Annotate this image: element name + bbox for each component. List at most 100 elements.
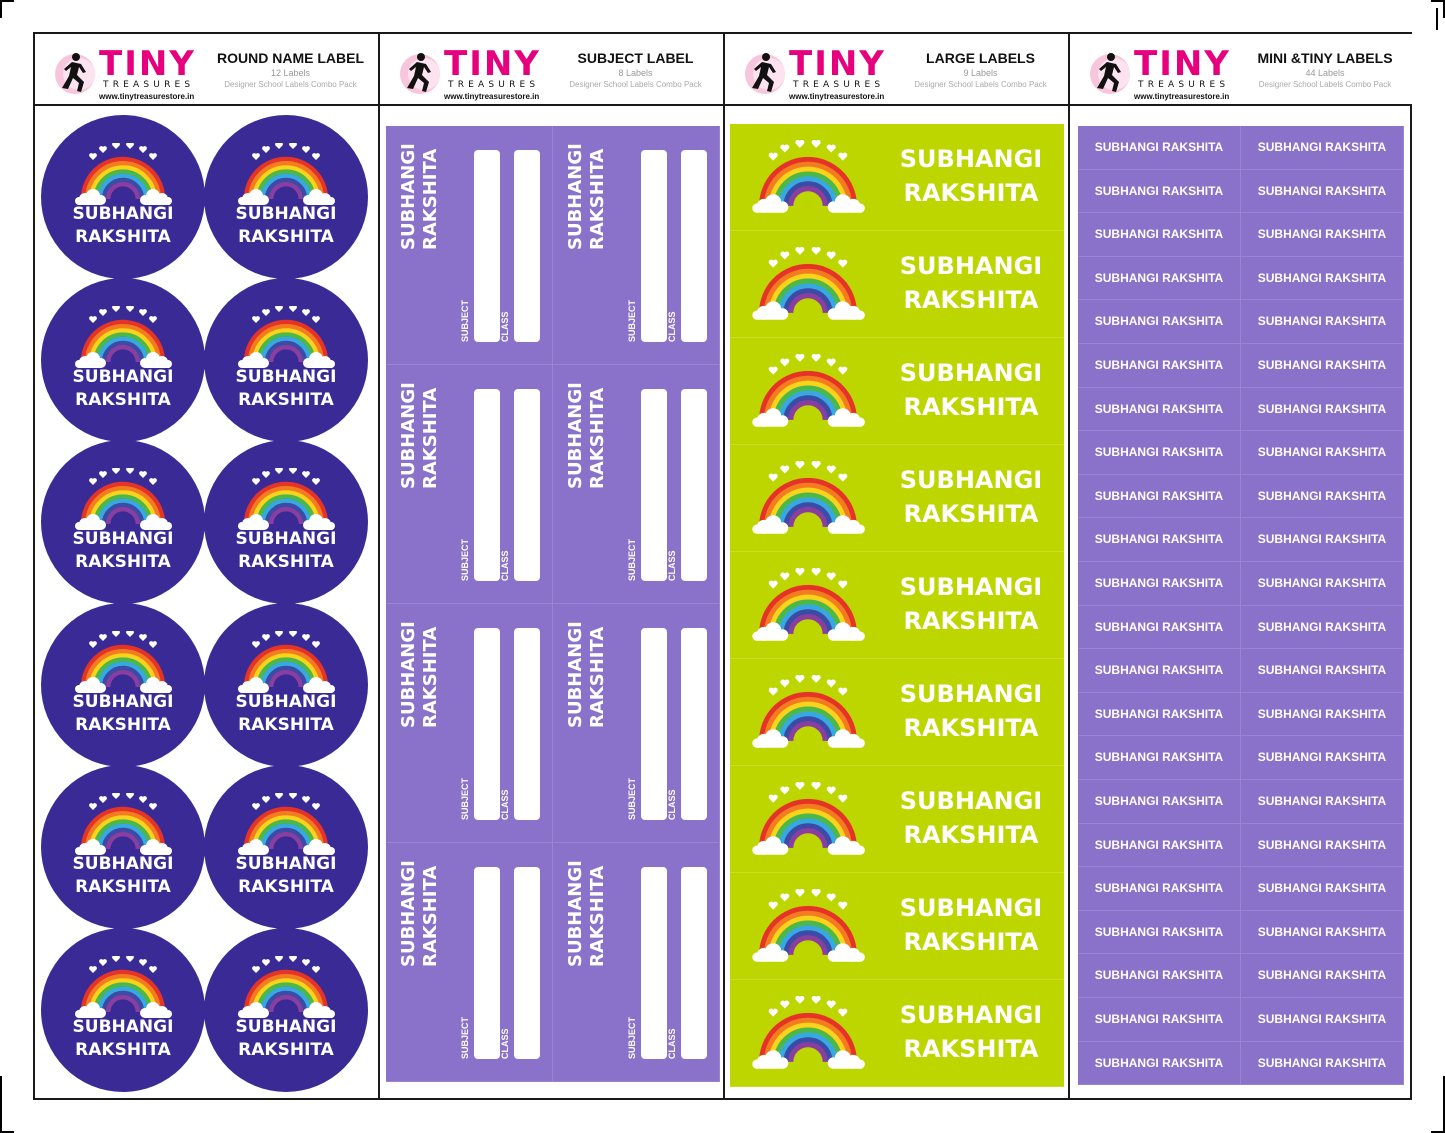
subject-write-field[interactable] — [474, 150, 500, 342]
brand-name: TINY — [789, 44, 886, 84]
cloud-icon — [75, 514, 106, 530]
name-line-1: SUBHANGI — [398, 382, 419, 489]
rainbow-icon — [238, 305, 335, 368]
brand-logo: TINY TREASURES www.tinytreasurestore.in — [1088, 46, 1246, 101]
subject-label: SUBHANGI RAKSHITA SUBJECT CLASS — [553, 126, 720, 365]
mini-name-label: SUBHANGI RAKSHITA — [1078, 213, 1241, 257]
heart-icon — [811, 354, 821, 362]
subject-write-field[interactable] — [641, 150, 667, 342]
subject-write-field[interactable] — [474, 389, 500, 581]
class-write-field[interactable] — [681, 867, 707, 1059]
name-line-2: RAKSHITA — [903, 393, 1039, 421]
cloud-icon — [827, 194, 865, 213]
label-name: SUBHANGI RAKSHITA — [204, 853, 368, 899]
large-label-panel: TINY TREASURES www.tinytreasurestore.in LA… — [725, 34, 1070, 1098]
round-name-label: SUBHANGI RAKSHITA — [204, 927, 368, 1092]
name-line-2: RAKSHITA — [903, 928, 1039, 956]
subject-write-field[interactable] — [641, 389, 667, 581]
heart-icon — [252, 965, 260, 973]
class-write-field[interactable] — [514, 628, 540, 820]
cloud-icon — [303, 514, 335, 530]
round-name-label: SUBHANGI RAKSHITA — [204, 602, 368, 767]
large-name-label: SUBHANGI RAKSHITA — [730, 552, 1064, 659]
heart-icon — [826, 679, 836, 688]
class-write-field[interactable] — [681, 150, 707, 342]
round-name-label: SUBHANGI RAKSHITA — [204, 765, 368, 929]
heart-icon — [289, 955, 297, 962]
cloud-icon — [827, 1050, 865, 1069]
heart-icon — [312, 315, 320, 323]
class-write-field[interactable] — [514, 150, 540, 342]
heart-icon — [289, 630, 297, 637]
class-field-label: CLASS — [500, 311, 510, 342]
name-line-1: SUBHANGI — [398, 860, 419, 967]
round-name-label: SUBHANGI RAKSHITA — [41, 277, 205, 442]
heart-icon — [838, 901, 848, 910]
label-name: SUBHANGI RAKSHITA — [886, 249, 1056, 317]
panel-title: ROUND NAME LABEL — [217, 50, 364, 66]
mini-name-label: SUBHANGI RAKSHITA — [1078, 431, 1241, 475]
subject-write-field[interactable] — [641, 628, 667, 820]
class-write-field[interactable] — [681, 628, 707, 820]
mini-name-label: SUBHANGI RAKSHITA — [1078, 344, 1241, 388]
class-field-label: CLASS — [667, 550, 677, 581]
name-line-2: RAKSHITA — [238, 227, 334, 247]
heart-icon — [768, 794, 778, 803]
class-field-label: CLASS — [667, 311, 677, 342]
name-line-1: SUBHANGI — [72, 854, 174, 874]
label-name: SUBHANGI RAKSHITA — [204, 1016, 368, 1062]
subject-write-field[interactable] — [474, 628, 500, 820]
crop-mark — [1443, 0, 1445, 18]
heart-icon — [302, 146, 310, 153]
name-line-2: RAKSHITA — [420, 626, 441, 728]
name-line-2: RAKSHITA — [420, 865, 441, 967]
heart-icon — [826, 786, 836, 795]
cloud-icon — [140, 351, 172, 368]
label-name: SUBHANGI RAKSHITA — [886, 784, 1056, 852]
name-line-1: SUBHANGI — [72, 1016, 174, 1037]
label-name: SUBHANGI RAKSHITA — [41, 366, 205, 412]
crop-mark — [1443, 1076, 1445, 1133]
heart-icon — [768, 901, 778, 910]
class-write-field[interactable] — [514, 389, 540, 581]
rainbow-icon — [752, 247, 865, 320]
cloud-icon — [752, 194, 789, 213]
heart-icon — [312, 478, 320, 485]
heart-icon — [275, 955, 283, 962]
subject-write-field[interactable] — [641, 867, 667, 1059]
round-name-label: SUBHANGI RAKSHITA — [41, 440, 205, 604]
label-name: SUBHANGI RAKSHITA — [565, 616, 611, 728]
heart-icon — [112, 630, 120, 637]
rainbow-icon — [75, 630, 172, 693]
label-name: SUBHANGI RAKSHITA — [886, 463, 1056, 531]
class-write-field[interactable] — [681, 389, 707, 581]
cloud-icon — [827, 515, 865, 534]
heart-icon — [139, 308, 147, 316]
label-name: SUBHANGI RAKSHITA — [886, 570, 1056, 638]
name-line-2: RAKSHITA — [75, 714, 171, 735]
mini-name-label: SUBHANGI RAKSHITA — [1078, 1041, 1241, 1086]
heart-icon — [149, 640, 157, 648]
brand-url: www.tinytreasurestore.in — [99, 92, 195, 101]
heart-icon — [252, 640, 260, 648]
subject-label: SUBHANGI RAKSHITA SUBJECT CLASS — [553, 843, 720, 1082]
rainbow-icon — [75, 143, 172, 205]
large-label-grid: SUBHANGI RAKSHITA SUBHANGI RAKSHITA SUBHANGI… — [725, 106, 1068, 1098]
heart-icon — [838, 473, 848, 482]
heart-icon — [252, 803, 260, 810]
subject-write-field[interactable] — [474, 867, 500, 1059]
round-name-label: SUBHANGI RAKSHITA — [41, 765, 205, 929]
subject-label: SUBHANGI RAKSHITA SUBJECT CLASS — [553, 604, 720, 843]
subject-field-label: SUBJECT — [627, 538, 637, 581]
panel-title: LARGE LABELS — [926, 50, 1035, 66]
class-write-field[interactable] — [514, 867, 540, 1059]
mini-name-label: SUBHANGI RAKSHITA — [1078, 780, 1241, 824]
cloud-icon — [827, 622, 865, 641]
round-label-grid: SUBHANGI RAKSHITA SUBHANGI RAKSHITA SUBHANGI… — [35, 106, 378, 1098]
cloud-icon — [752, 729, 789, 748]
heart-icon — [768, 580, 778, 589]
name-line-2: RAKSHITA — [587, 148, 608, 250]
name-line-2: RAKSHITA — [903, 500, 1039, 528]
name-line-1: SUBHANGI — [235, 529, 337, 549]
heart-icon — [289, 468, 297, 474]
